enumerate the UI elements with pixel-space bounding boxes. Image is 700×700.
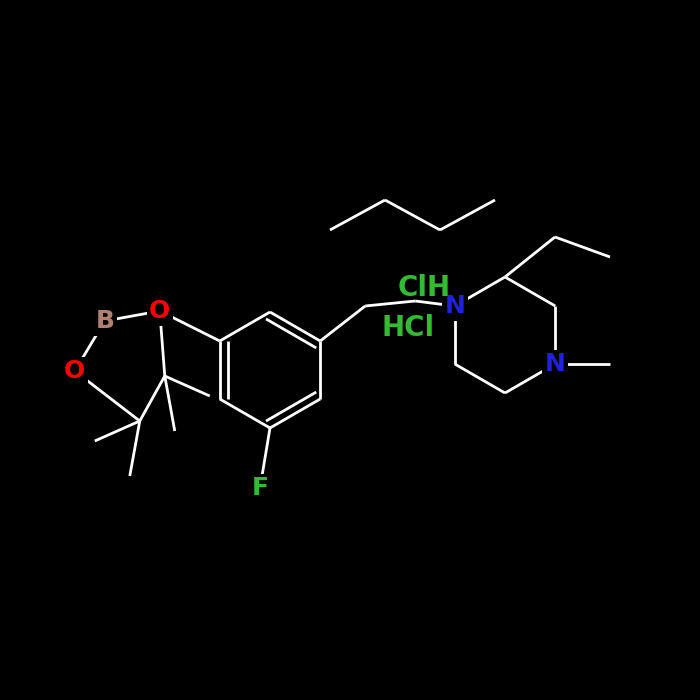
Text: ClH: ClH bbox=[398, 274, 451, 302]
Text: N: N bbox=[444, 294, 466, 318]
Text: O: O bbox=[149, 299, 170, 323]
Text: B: B bbox=[95, 309, 114, 333]
Text: N: N bbox=[545, 352, 566, 376]
Text: O: O bbox=[64, 359, 85, 383]
Text: HCl: HCl bbox=[382, 314, 435, 342]
Text: F: F bbox=[251, 476, 269, 500]
